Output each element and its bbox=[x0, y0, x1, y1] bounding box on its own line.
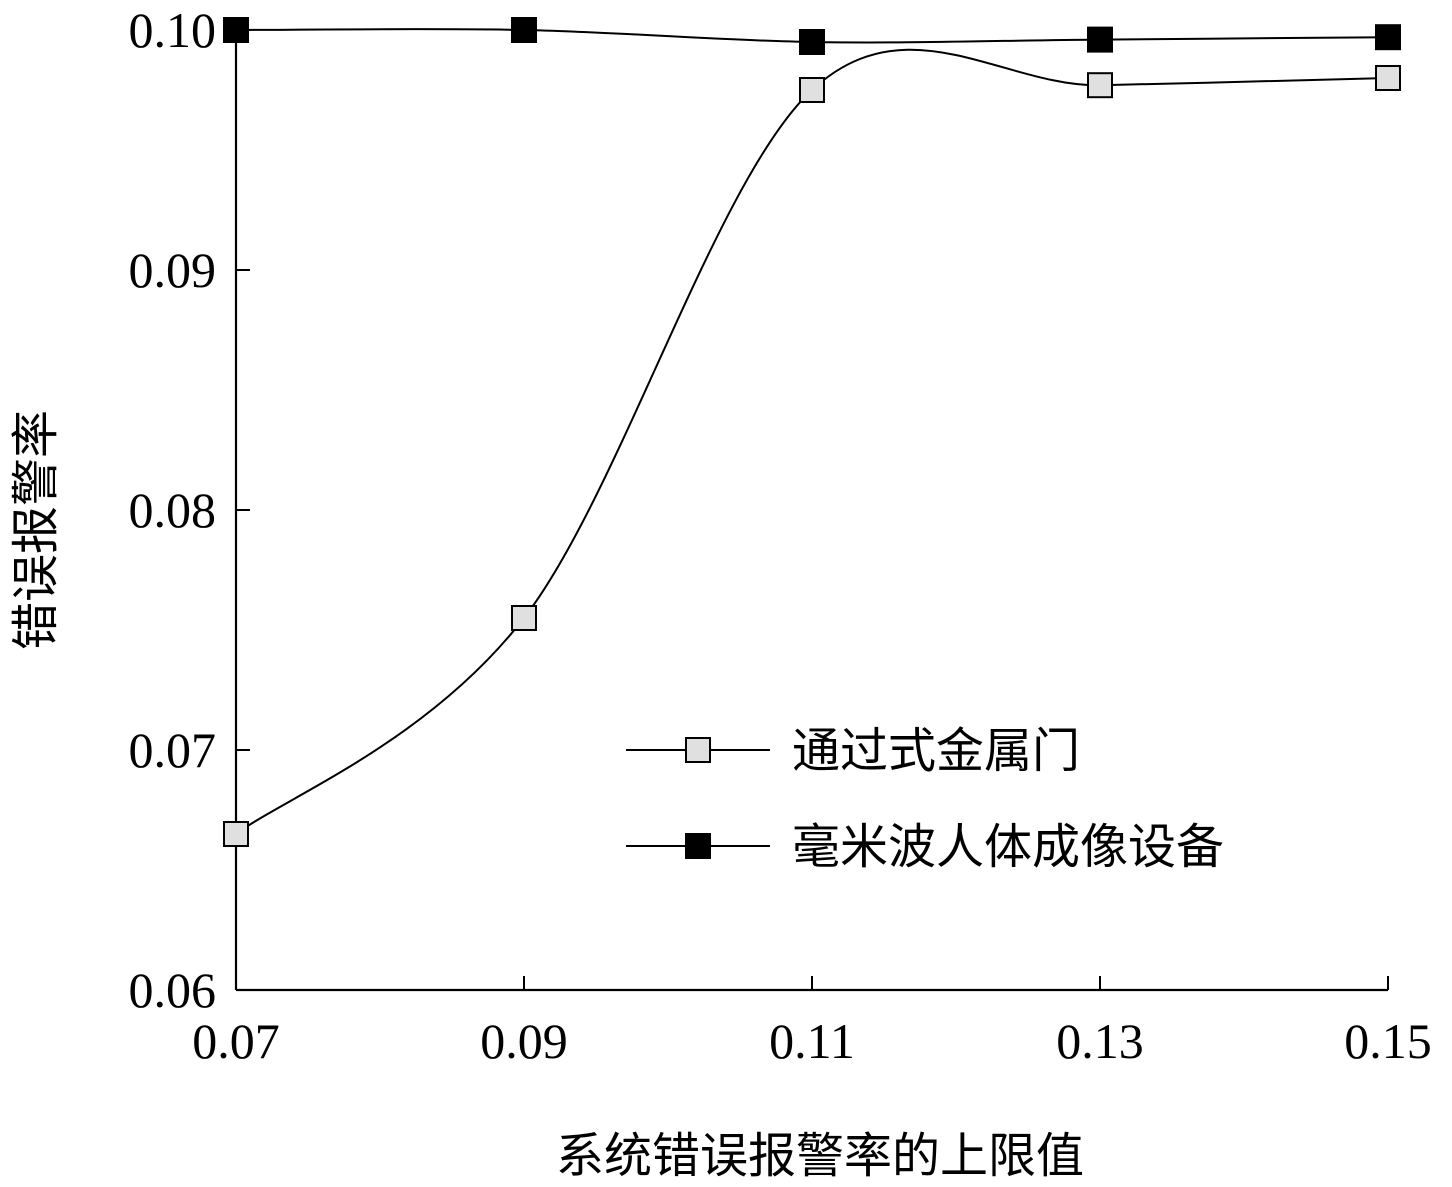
data-point-marker bbox=[1375, 24, 1401, 51]
x-axis-title: 系统错误报警率的上限值 bbox=[556, 1130, 1084, 1183]
legend-label: 毫米波人体成像设备 bbox=[792, 821, 1224, 874]
y-tick-label: 0.08 bbox=[129, 482, 217, 538]
data-point-marker bbox=[1375, 65, 1401, 91]
data-point-marker bbox=[799, 77, 825, 103]
y-tick-label: 0.06 bbox=[129, 962, 217, 1018]
series-line bbox=[235, 48, 1389, 835]
data-point-marker bbox=[1087, 26, 1113, 53]
data-point-marker bbox=[223, 17, 249, 43]
x-tick-label: 0.13 bbox=[1056, 1013, 1144, 1069]
y-tick-label: 0.07 bbox=[129, 722, 217, 778]
data-point-marker bbox=[511, 17, 537, 43]
data-point-marker bbox=[511, 605, 537, 631]
legend-item: 毫米波人体成像设备 bbox=[626, 821, 1224, 874]
data-point-marker bbox=[799, 29, 825, 55]
y-tick-label: 0.09 bbox=[129, 242, 217, 298]
y-axis-title: 错误报警率 bbox=[10, 410, 63, 650]
x-tick-label: 0.11 bbox=[769, 1013, 855, 1069]
x-tick-label: 0.15 bbox=[1344, 1013, 1432, 1069]
x-tick-label: 0.07 bbox=[192, 1013, 280, 1069]
x-tick-label: 0.09 bbox=[480, 1013, 568, 1069]
legend-item: 通过式金属门 bbox=[626, 725, 1080, 778]
y-axis-ticks: 0.06 0.07 0.08 0.09 0.10 bbox=[129, 2, 250, 1018]
legend-label: 通过式金属门 bbox=[792, 725, 1080, 778]
data-point-marker bbox=[1087, 72, 1113, 99]
legend-marker bbox=[685, 737, 711, 763]
series-layer bbox=[223, 17, 1401, 847]
series-1 bbox=[223, 48, 1401, 847]
x-axis-ticks: 0.07 0.09 0.11 0.13 0.15 bbox=[192, 976, 1432, 1069]
data-point-marker bbox=[223, 821, 249, 847]
y-tick-label: 0.10 bbox=[129, 2, 217, 58]
legend-marker bbox=[685, 833, 711, 859]
series-2 bbox=[223, 17, 1401, 55]
